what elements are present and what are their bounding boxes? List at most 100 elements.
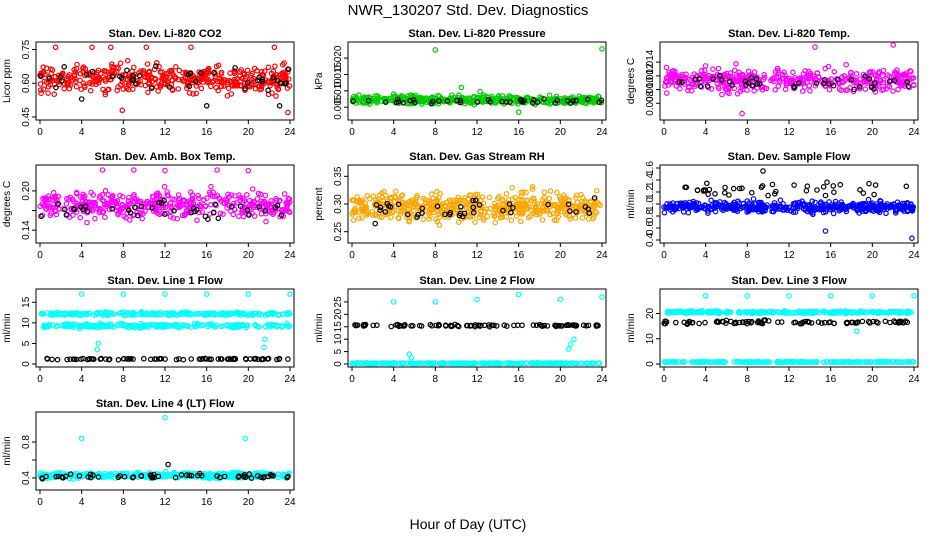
data-point (745, 74, 752, 80)
data-point (215, 356, 222, 362)
data-point (186, 83, 193, 90)
data-point (751, 69, 758, 75)
data-point (511, 322, 517, 329)
data-point (162, 211, 168, 217)
data-point (131, 64, 137, 71)
data-point (133, 80, 139, 87)
data-point (190, 205, 197, 212)
data-point (402, 321, 408, 328)
data-point (211, 78, 217, 84)
data-point (195, 192, 201, 199)
data-point (132, 204, 138, 211)
data-point (63, 201, 70, 207)
y-tick-label: 15 (333, 321, 344, 333)
data-point (134, 209, 140, 216)
x-tick-label: 12 (783, 374, 795, 385)
data-point (481, 208, 488, 215)
data-point (472, 191, 479, 198)
point-layer (662, 42, 917, 117)
data-point (832, 198, 839, 205)
data-point (149, 198, 156, 204)
data-point (400, 100, 407, 106)
data-point (552, 322, 558, 329)
data-point (486, 194, 493, 201)
data-point (530, 322, 537, 328)
point-layer (37, 414, 292, 482)
data-point (433, 322, 439, 329)
data-point (371, 360, 378, 366)
y-tick-label: 0.60 (21, 73, 32, 93)
data-point (70, 356, 77, 363)
data-point (178, 310, 184, 317)
y-tick-label: 0.75 (21, 39, 32, 59)
data-point (129, 77, 136, 83)
panel-title: Stan. Dev. Li-820 Temp. (728, 28, 850, 40)
data-point (838, 201, 845, 208)
data-point (714, 80, 721, 87)
data-point (377, 207, 383, 214)
data-point (115, 356, 122, 363)
data-point (144, 61, 151, 67)
data-point (799, 88, 806, 95)
data-point (128, 355, 134, 362)
x-tick-label: 4 (79, 127, 85, 138)
data-point (663, 90, 670, 96)
data-point (268, 198, 274, 204)
data-point (423, 200, 429, 206)
data-point (838, 199, 845, 205)
data-point (721, 205, 728, 212)
data-point (417, 360, 423, 367)
data-point (38, 213, 44, 220)
data-point (185, 71, 192, 78)
data-point (165, 71, 171, 77)
data-point (529, 100, 536, 106)
data-point (78, 323, 85, 330)
y-tick-label: 0.012 (645, 63, 656, 88)
data-point (905, 83, 912, 90)
data-point (676, 85, 683, 92)
x-tick-label: 0 (37, 374, 43, 385)
x-tick-label: 16 (201, 374, 213, 385)
data-point (106, 356, 113, 363)
data-point (279, 323, 285, 329)
x-tick-label: 20 (867, 250, 879, 261)
y-tick-label: 0.45 (21, 107, 32, 127)
data-point (97, 193, 103, 199)
data-point (61, 321, 68, 328)
data-point (892, 69, 898, 75)
x-tick-label: 16 (513, 127, 525, 138)
data-point (680, 209, 687, 215)
data-point (782, 86, 789, 93)
data-point (419, 205, 426, 212)
data-point (769, 181, 776, 188)
x-tick-label: 0 (661, 250, 667, 261)
data-point (64, 322, 71, 329)
data-point (152, 76, 159, 83)
data-point (210, 310, 216, 317)
data-point (703, 180, 710, 187)
data-point (718, 206, 725, 212)
data-point (117, 60, 124, 67)
data-point (120, 194, 126, 200)
y-tick-label: 5 (333, 348, 344, 354)
data-point (143, 44, 150, 51)
data-point (890, 42, 897, 48)
data-point (564, 98, 571, 104)
data-point (162, 167, 168, 174)
x-tick-label: 24 (284, 497, 296, 508)
data-point (49, 356, 55, 363)
data-point (739, 110, 745, 117)
data-point (37, 81, 44, 87)
data-point (862, 86, 869, 92)
data-point (188, 356, 195, 362)
data-point (208, 183, 214, 190)
data-point (131, 322, 137, 329)
data-point (907, 205, 913, 212)
data-point (284, 85, 291, 91)
data-point (532, 205, 539, 212)
data-point (673, 205, 680, 211)
data-point (84, 219, 90, 226)
data-point (114, 203, 120, 210)
data-point (663, 64, 670, 71)
data-point (481, 217, 487, 223)
